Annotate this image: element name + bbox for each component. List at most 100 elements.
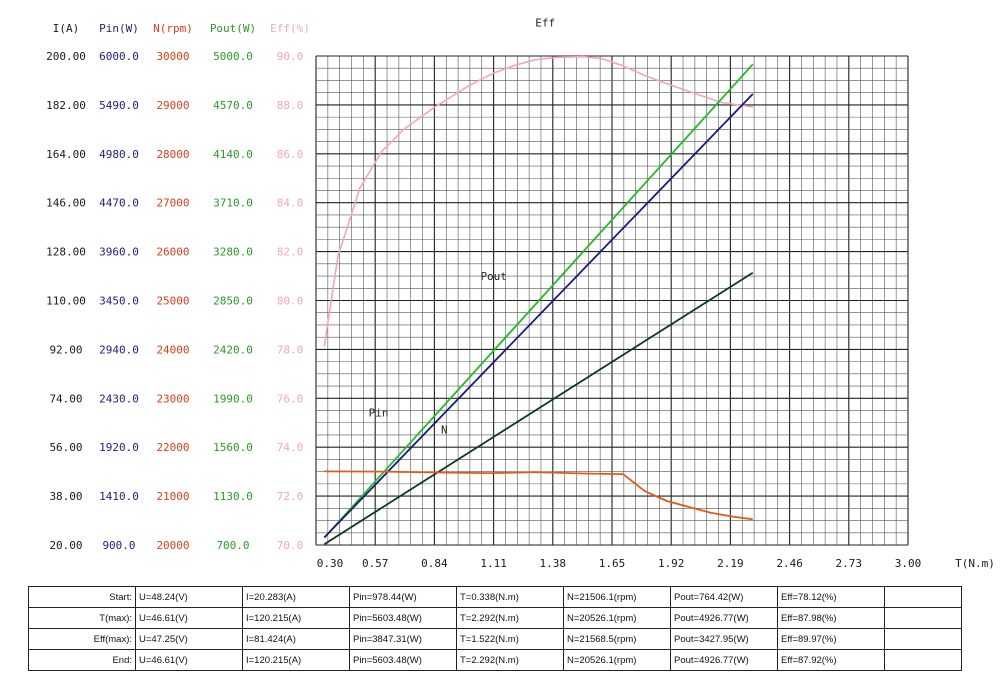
results-cell-i: I=20.283(A) (242, 586, 350, 608)
y-tick-label: 700.0 (216, 539, 249, 552)
y-axis-label: N(rpm) (153, 22, 193, 35)
results-cell-n: N=21506.1(rpm) (563, 586, 671, 608)
results-cell-pout: Pout=764.42(W) (670, 586, 778, 608)
x-tick-label: 2.46 (776, 557, 803, 570)
y-tick-label: 23000 (156, 392, 189, 405)
y-tick-label: 6000.0 (99, 50, 139, 63)
y-tick-label: 25000 (156, 295, 189, 308)
series-annotation: N (441, 424, 448, 437)
results-cell-empty (884, 649, 962, 671)
results-cell-pin: Pin=978.44(W) (349, 586, 457, 608)
results-table: Start: U=48.24(V) I=20.283(A) Pin=978.44(W)… (28, 586, 962, 671)
y-tick-label: 29000 (156, 99, 189, 112)
y-axis-label: Pout(W) (210, 22, 256, 35)
y-tick-label: 5490.0 (99, 99, 139, 112)
series-annotation: Eff (535, 17, 555, 30)
results-cell-pout: Pout=3427.95(W) (670, 628, 778, 650)
results-cell-eff: Eff=78.12(%) (777, 586, 885, 608)
y-tick-label: 5000.0 (213, 50, 253, 63)
x-tick-label: 0.57 (362, 557, 389, 570)
y-tick-label: 146.00 (46, 197, 86, 210)
results-cell-eff: Eff=87.92(%) (777, 649, 885, 671)
results-cell-i: I=120.215(A) (242, 649, 350, 671)
results-cell-t: T=1.522(N.m) (456, 628, 564, 650)
series-i-line (323, 271, 754, 545)
x-tick-label: 2.73 (836, 557, 863, 570)
y-tick-label: 74.00 (49, 392, 82, 405)
y-tick-label: 24000 (156, 343, 189, 356)
results-cell-t: T=2.292(N.m) (456, 649, 564, 671)
results-row: End: U=46.61(V) I=120.215(A) Pin=5603.48(W)… (28, 649, 962, 671)
y-axis-label: I(A) (53, 22, 80, 35)
y-tick-label: 900.0 (102, 539, 135, 552)
series-pin-line (323, 93, 754, 539)
y-tick-label: 1410.0 (99, 490, 139, 503)
results-cell-empty (884, 607, 962, 629)
y-tick-label: 3280.0 (213, 246, 253, 259)
series-pout-line (323, 63, 754, 539)
y-tick-label: 128.00 (46, 246, 86, 259)
series-annotation: Pin (369, 407, 389, 420)
y-tick-label: 74.0 (277, 441, 304, 454)
x-tick-label: 2.19 (717, 557, 744, 570)
results-cell-pin: Pin=3847.31(W) (349, 628, 457, 650)
y-tick-label: 28000 (156, 148, 189, 161)
y-axis-label: Pin(W) (99, 22, 139, 35)
y-tick-label: 110.00 (46, 295, 86, 308)
results-cell-pout: Pout=4926.77(W) (670, 649, 778, 671)
results-row-label: End: (28, 649, 136, 671)
results-cell-pout: Pout=4926.77(W) (670, 607, 778, 629)
y-tick-label: 20000 (156, 539, 189, 552)
results-cell-n: N=20526.1(rpm) (563, 607, 671, 629)
y-tick-label: 72.0 (277, 490, 304, 503)
x-tick-label: 0.84 (421, 557, 448, 570)
y-tick-label: 26000 (156, 246, 189, 259)
y-tick-label: 22000 (156, 441, 189, 454)
series-annotation: Pout (480, 270, 507, 283)
x-tick-label: 3.00 (895, 557, 922, 570)
results-cell-i: I=120.215(A) (242, 607, 350, 629)
y-tick-label: 84.0 (277, 197, 304, 210)
results-row: T(max): U=46.61(V) I=120.215(A) Pin=5603.48… (28, 607, 962, 629)
results-cell-pin: Pin=5603.48(W) (349, 649, 457, 671)
x-tick-label: 1.65 (599, 557, 626, 570)
results-cell-empty (884, 628, 962, 650)
y-tick-label: 3450.0 (99, 295, 139, 308)
x-tick-label: 1.38 (540, 557, 567, 570)
results-cell-u: U=47.25(V) (135, 628, 243, 650)
y-tick-label: 86.0 (277, 148, 304, 161)
y-tick-label: 2430.0 (99, 392, 139, 405)
y-axes: I(A) 200.00 182.00 164.00 146.00 128.00 110.00… (46, 22, 310, 552)
series-eff-line (323, 55, 753, 347)
y-tick-label: 82.0 (277, 246, 304, 259)
y-tick-label: 3960.0 (99, 246, 139, 259)
y-tick-label: 182.00 (46, 99, 86, 112)
results-cell-u: U=46.61(V) (135, 607, 243, 629)
y-tick-label: 30000 (156, 50, 189, 63)
y-tick-label: 76.0 (277, 392, 304, 405)
y-tick-label: 56.00 (49, 441, 82, 454)
results-cell-n: N=20526.1(rpm) (563, 649, 671, 671)
y-tick-label: 90.0 (277, 50, 304, 63)
y-tick-label: 4570.0 (213, 99, 253, 112)
y-tick-label: 78.0 (277, 343, 304, 356)
motor-performance-chart: I(A) 200.00 182.00 164.00 146.00 128.00 110.00… (46, 17, 995, 570)
plot-grid (315, 55, 909, 546)
annotations: Eff Pout Pin N (369, 17, 556, 437)
y-tick-label: 164.00 (46, 148, 86, 161)
y-tick-label: 27000 (156, 197, 189, 210)
y-tick-label: 88.0 (277, 99, 304, 112)
x-tick-label: 1.92 (658, 557, 685, 570)
y-tick-label: 80.0 (277, 295, 304, 308)
results-cell-eff: Eff=89.97(%) (777, 628, 885, 650)
results-cell-u: U=46.61(V) (135, 649, 243, 671)
results-cell-t: T=2.292(N.m) (456, 607, 564, 629)
y-tick-label: 4470.0 (99, 197, 139, 210)
y-tick-label: 3710.0 (213, 197, 253, 210)
x-axis: 0.30 0.57 0.84 1.11 1.38 1.65 1.92 2.19 2.46 2.73… (317, 557, 995, 570)
y-tick-label: 4980.0 (99, 148, 139, 161)
series-n-line (324, 470, 753, 521)
y-tick-label: 20.00 (49, 539, 82, 552)
results-cell-pin: Pin=5603.48(W) (349, 607, 457, 629)
y-tick-label: 1920.0 (99, 441, 139, 454)
